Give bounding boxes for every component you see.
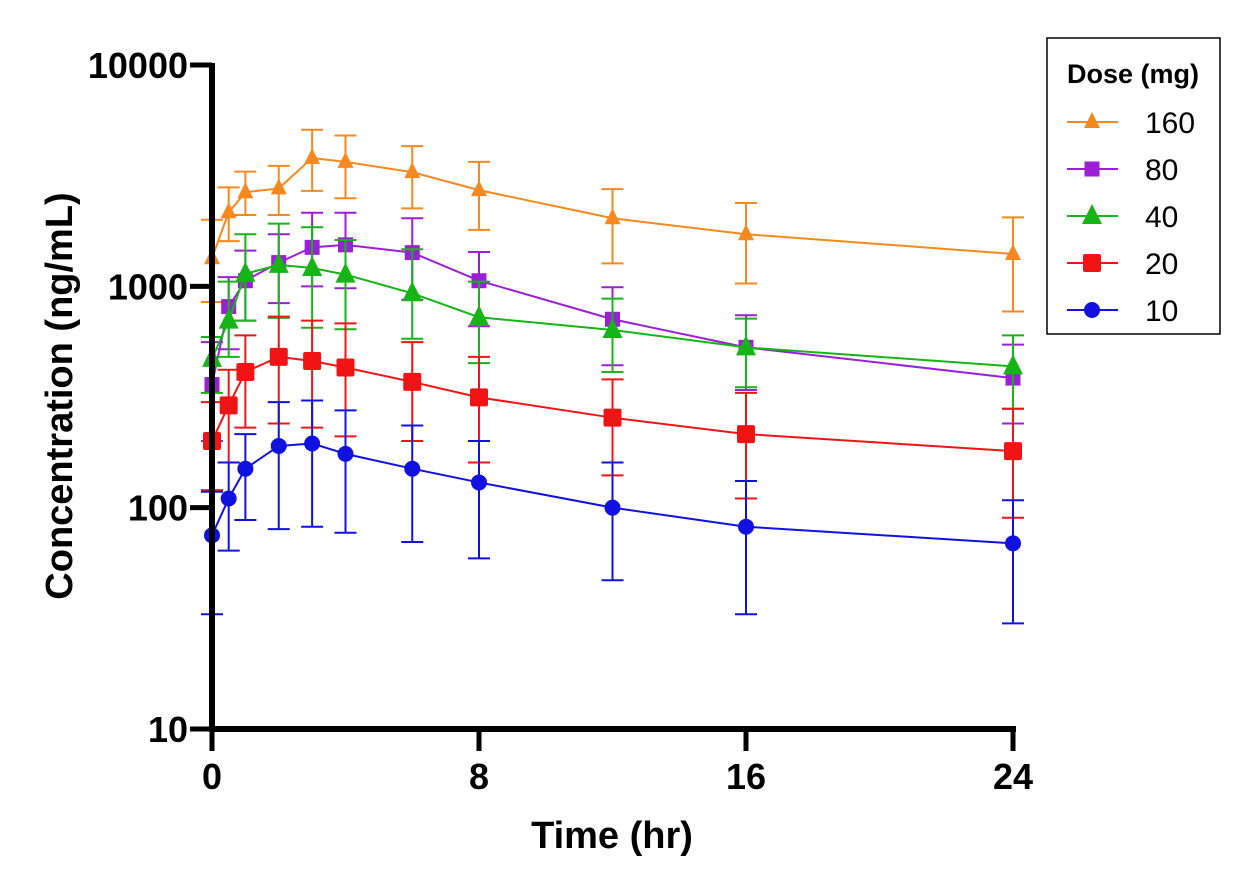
data-point [302,256,323,277]
legend-title: Dose (mg) [1067,59,1199,89]
data-point [603,408,622,427]
data-point [470,388,488,407]
data-point [237,460,254,477]
data-point [404,162,421,179]
data-point [335,262,356,283]
data-point [404,460,421,477]
data-point [738,518,754,535]
legend-item: 40 [1067,201,1178,234]
data-point [220,202,237,219]
data-point [402,281,423,302]
y-axis-title: Concentration (ng/mL) [39,192,81,599]
data-point [337,445,354,462]
legend-label: 10 [1145,295,1178,328]
series-160 [201,128,1024,313]
legend-label: 80 [1145,154,1178,187]
y-tick-label: 1000 [108,266,188,307]
series-10 [201,399,1024,625]
data-point [270,437,287,454]
axes [209,63,1016,732]
legend-marker [1084,302,1100,318]
x-tick-label: 16 [726,756,766,797]
tick-marks: 0 8 16 24 10 100 1000 10000 [88,45,1033,797]
legend-box [1046,37,1221,335]
data-point [738,224,754,241]
data-point [604,208,621,225]
data-point [235,261,256,282]
legend-item: 80 [1067,154,1178,187]
y-tick-label: 10 [148,709,188,750]
data-point [471,474,487,491]
x-tick-label: 24 [993,756,1033,797]
y-tick-label: 100 [128,488,188,529]
data-point [337,151,354,168]
legend-item: 20 [1067,248,1178,281]
legend-marker [1083,254,1101,272]
legend-item: 10 [1067,295,1178,328]
plot-area [201,128,1024,625]
data-point [304,435,321,452]
legend-marker [1084,112,1100,128]
data-point [1005,535,1021,552]
y-tick-label: 10000 [88,45,188,86]
x-tick-label: 8 [469,756,489,797]
data-point [219,396,238,415]
data-point [220,490,237,507]
data-point [1004,442,1022,461]
data-point [304,148,321,165]
legend-item: 160 [1067,107,1195,140]
x-tick-label: 0 [202,756,222,797]
data-point [336,358,355,377]
data-point [1005,243,1021,260]
legend-marker [1082,204,1102,224]
data-point [737,425,755,444]
legend: Dose (mg) 160 80 40 20 10 [1046,37,1221,335]
x-axis-title: Time (hr) [531,815,693,857]
legend-label: 20 [1145,248,1178,281]
data-point [736,335,756,356]
data-point [236,363,255,382]
legend-label: 160 [1145,107,1195,140]
data-point [1003,354,1023,375]
data-point [270,178,287,195]
legend-label: 40 [1145,201,1178,234]
data-point [604,499,621,516]
legend-marker [1084,161,1100,177]
data-point [237,182,254,199]
data-point [269,347,288,366]
data-point [218,308,239,329]
data-point [403,372,422,391]
data-point [268,252,289,273]
data-point [471,180,487,197]
data-point [602,317,623,338]
data-point [303,351,322,370]
data-point [469,305,489,326]
